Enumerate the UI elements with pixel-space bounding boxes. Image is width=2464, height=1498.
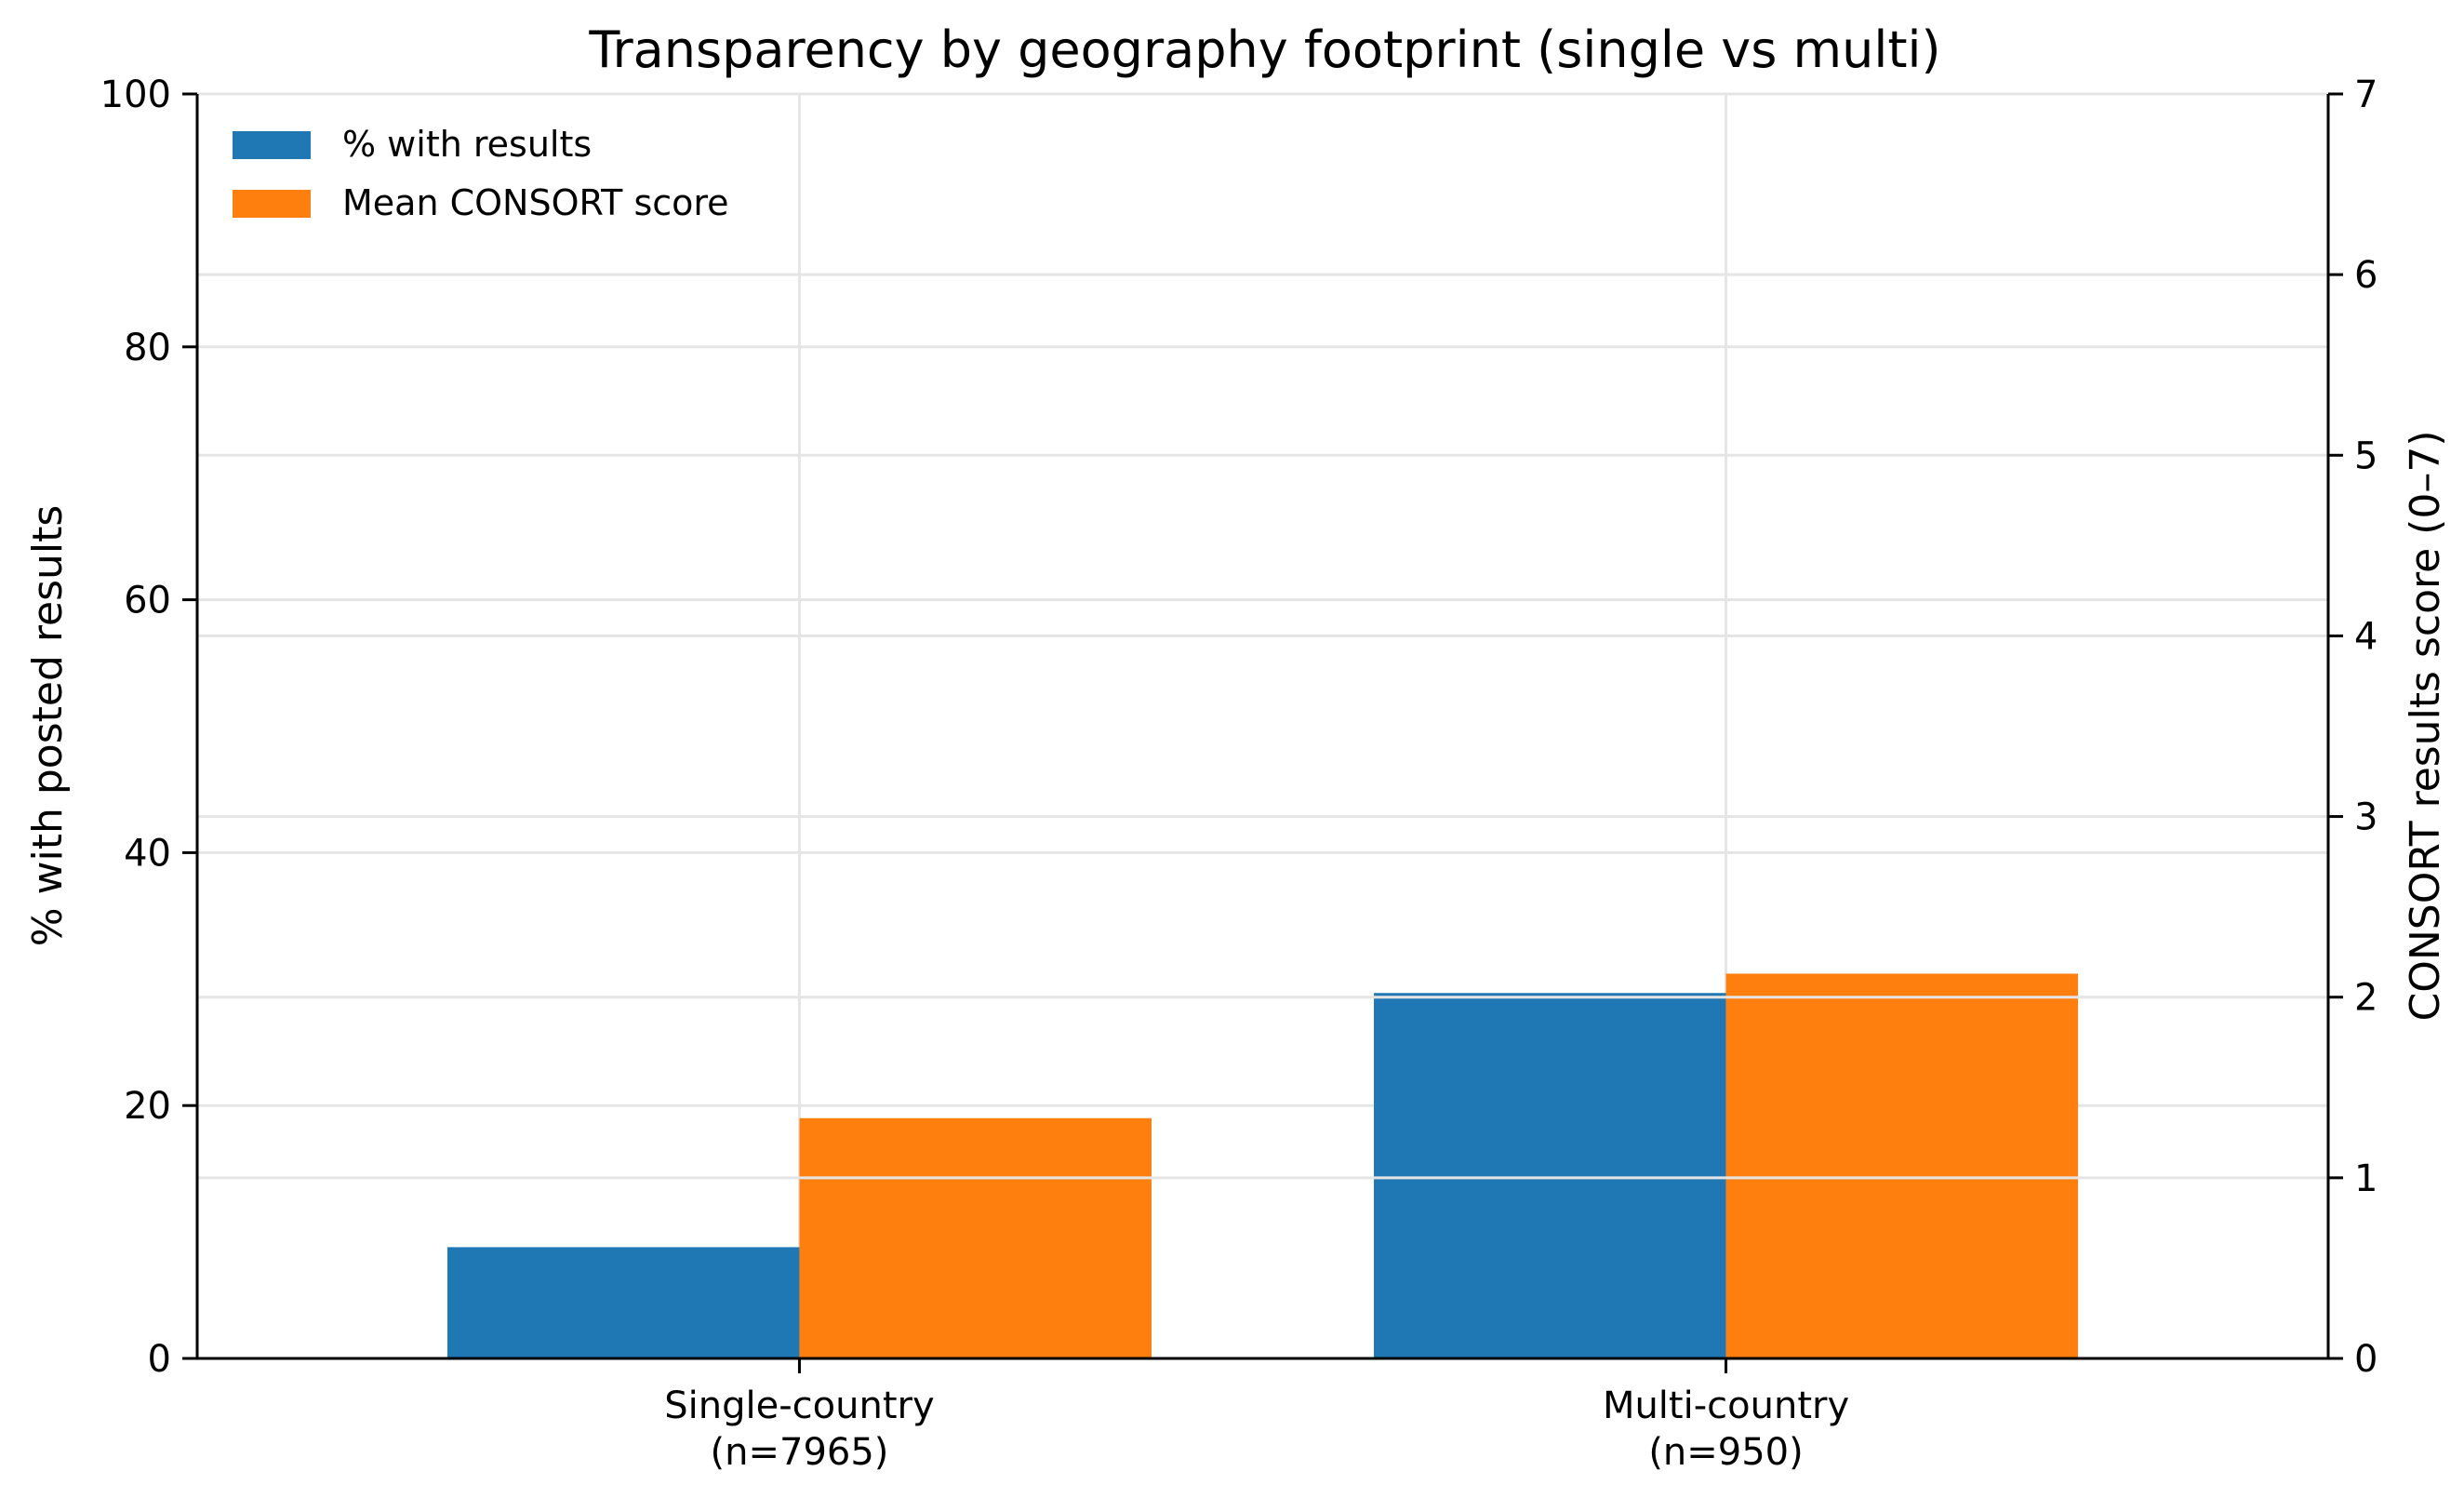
bar-pct-results-1 — [1374, 993, 1726, 1358]
y-tick-label-left: 0 — [148, 1338, 171, 1381]
y-tick-label-left: 20 — [124, 1085, 171, 1128]
legend-label-1: Mean CONSORT score — [342, 182, 729, 223]
y-tick-label-right: 0 — [2354, 1338, 2377, 1381]
y-tick-label-right: 1 — [2354, 1157, 2377, 1200]
legend: % with results Mean CONSORT score — [233, 124, 729, 223]
y-tick-label-left: 60 — [124, 580, 171, 622]
chart-title: Transparency by geography footprint (sin… — [588, 20, 1940, 79]
axes: 0 20 40 60 80 100 0 1 2 3 4 5 6 7 Single-country(n=796… — [100, 74, 2378, 1474]
y-tick-label-right: 5 — [2354, 435, 2377, 477]
bar-pct-results-0 — [446, 1247, 800, 1358]
y-tick-label-right: 4 — [2354, 615, 2377, 658]
y-tick-label-right: 6 — [2354, 254, 2377, 297]
x-tick-label: Multi-country — [1603, 1384, 1849, 1427]
y-tick-label-right: 3 — [2354, 796, 2377, 839]
bars — [446, 973, 2079, 1358]
x-tick-label: Single-country — [664, 1384, 934, 1427]
y-tick-label-left: 40 — [124, 832, 171, 875]
y-axis-left-label: % with posted results — [24, 505, 72, 947]
y-tick-label-left: 100 — [100, 74, 171, 116]
legend-swatch-0 — [233, 131, 311, 159]
x-tick-label: (n=7965) — [711, 1431, 889, 1474]
legend-label-0: % with results — [342, 124, 592, 165]
bar-consort-score-0 — [799, 1117, 1152, 1358]
legend-swatch-1 — [233, 190, 311, 218]
y-axis-right-label: CONSORT results score (0–7) — [2402, 431, 2449, 1022]
x-tick-label: (n=950) — [1648, 1431, 1803, 1474]
y-tick-label-left: 80 — [124, 327, 171, 369]
right-axis-grid — [197, 92, 2328, 1180]
y-tick-label-right: 7 — [2354, 74, 2377, 116]
bar-consort-score-1 — [1725, 973, 2079, 1358]
y-tick-label-right: 2 — [2354, 977, 2377, 1020]
